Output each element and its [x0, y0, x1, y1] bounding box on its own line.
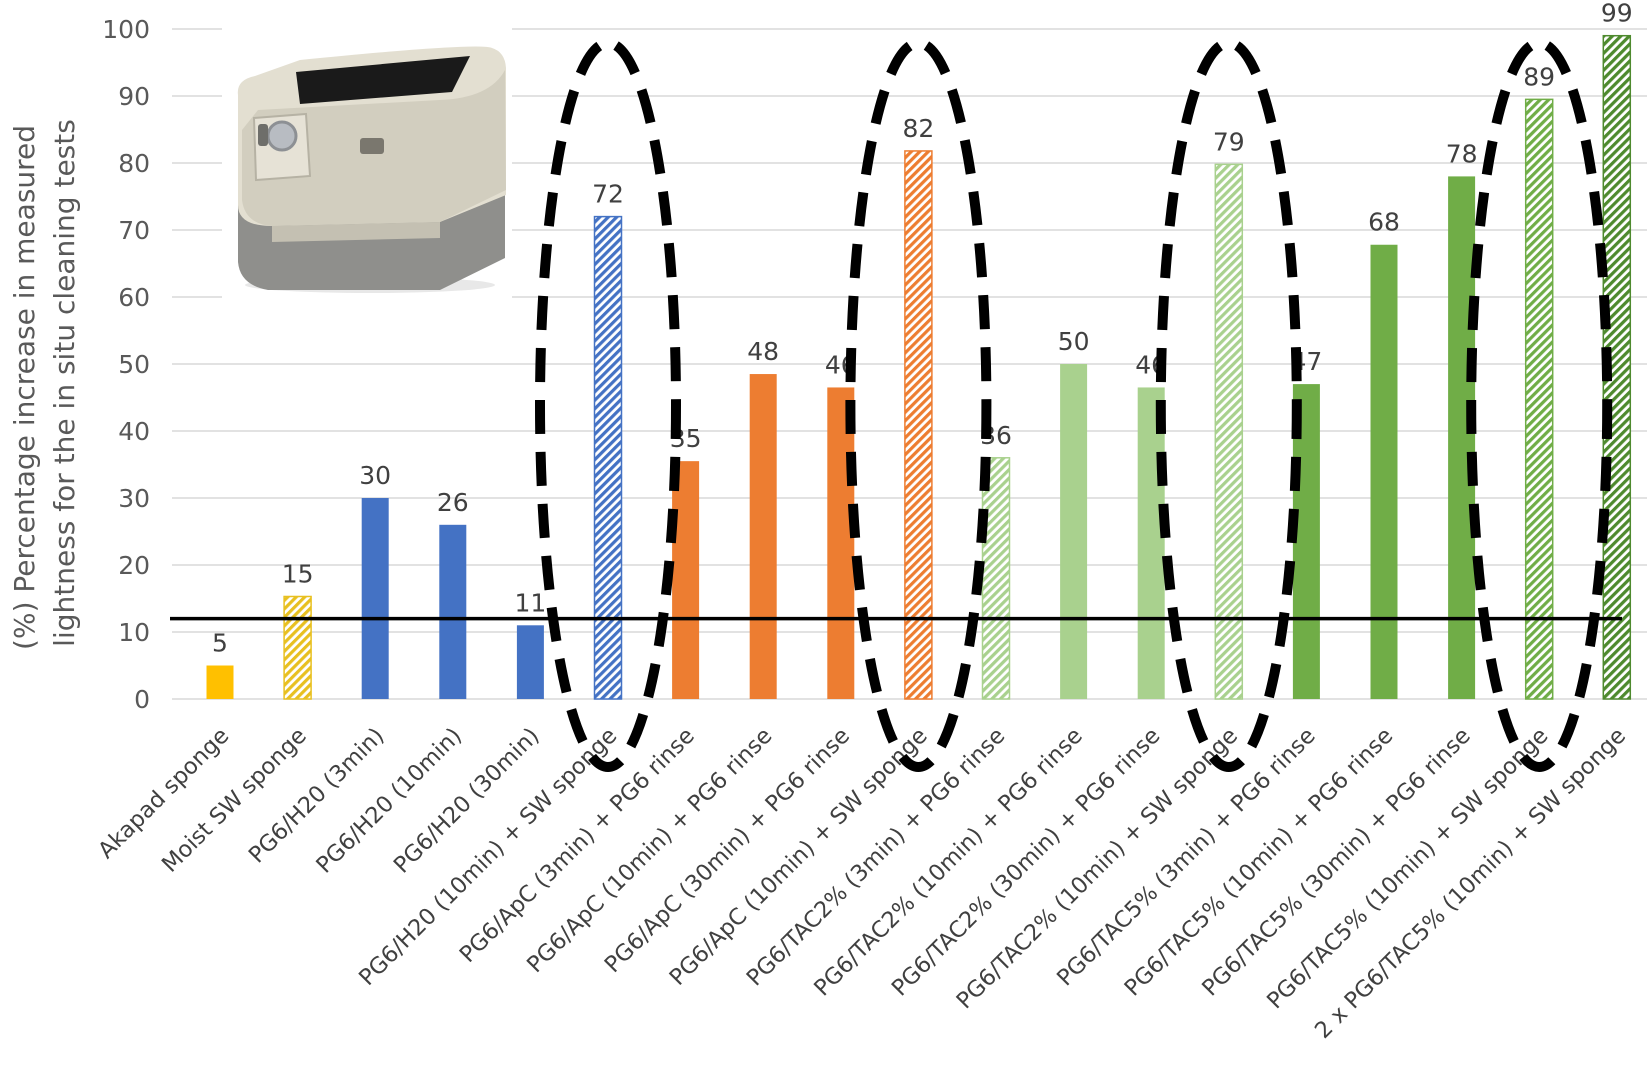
- y-tick-label: 100: [102, 15, 150, 44]
- y-axis-ticks: 0 10 20 30 40 50 60 70 80 90 100: [102, 15, 150, 714]
- x-tick-label: PG6/TAC5% (10min) + PG6 rinse: [1120, 723, 1399, 1002]
- data-label: 11: [514, 588, 546, 617]
- y-tick-label: 40: [118, 417, 150, 446]
- highlight-ellipse: [845, 38, 992, 772]
- bar: [361, 498, 389, 699]
- data-label: 68: [1368, 208, 1400, 237]
- y-tick-label: 70: [118, 216, 150, 245]
- data-label: 50: [1058, 327, 1090, 356]
- bar: [1214, 163, 1244, 700]
- bar: [1448, 176, 1476, 699]
- data-label: 72: [592, 180, 624, 209]
- colorimeter-device-image: [222, 28, 512, 300]
- highlight-ellipse: [535, 38, 681, 772]
- x-tick-label: PG6/TAC5% (10min) + SW sponge: [1262, 723, 1553, 1014]
- data-label: 78: [1446, 139, 1478, 168]
- data-label: 30: [359, 461, 391, 490]
- bar: [981, 457, 1011, 700]
- y-tick-label: 80: [118, 149, 150, 178]
- y-tick-label: 20: [118, 551, 150, 580]
- x-tick-label: PG6/TAC2% (10min) + PG6 rinse: [809, 723, 1088, 1002]
- y-axis-title-line-2: lightness for the in situ cleaning tests: [48, 119, 81, 647]
- y-tick-label: 50: [118, 350, 150, 379]
- y-tick-label: 0: [134, 685, 150, 714]
- y-tick-label: 30: [118, 484, 150, 513]
- data-label: 26: [437, 488, 469, 517]
- bar: [283, 595, 312, 700]
- bar: [593, 215, 623, 700]
- bar: [904, 150, 933, 700]
- bar: [827, 387, 855, 699]
- x-tick-label: PG6/H20 (3min): [244, 723, 390, 869]
- x-tick-label: Akapad sponge: [93, 723, 234, 864]
- data-label: 99: [1601, 0, 1633, 28]
- bar: [1524, 98, 1554, 700]
- data-label: 89: [1523, 62, 1555, 91]
- x-tick-label: PG6/H20 (10min): [311, 723, 467, 879]
- bar: [1060, 364, 1088, 699]
- bar: [439, 524, 467, 699]
- bar: [1137, 387, 1165, 699]
- y-tick-label: 90: [118, 82, 150, 111]
- x-tick-label: PG6/TAC2% (10min) + SW sponge: [952, 723, 1243, 1014]
- y-tick-label: 10: [118, 618, 150, 647]
- highlight-ellipse: [1155, 38, 1302, 772]
- bar: [206, 665, 234, 699]
- y-tick-label: 60: [118, 283, 150, 312]
- bar: [516, 625, 544, 699]
- data-label: 5: [212, 629, 228, 658]
- data-label: 82: [902, 114, 934, 143]
- data-label: 48: [747, 337, 779, 366]
- y-axis-title: (%) Percentage increase in measured ligh…: [8, 116, 81, 650]
- data-label: 79: [1213, 127, 1245, 156]
- highlight-ellipses: [535, 38, 1613, 772]
- x-tick-label: PG6/H20 (30min): [389, 723, 545, 879]
- highlight-ellipse: [1466, 38, 1613, 772]
- bars: [206, 34, 1632, 700]
- x-tick-label: Moist SW sponge: [157, 723, 312, 878]
- data-label: 15: [282, 559, 314, 588]
- bar: [749, 374, 777, 699]
- bar: [1370, 244, 1398, 700]
- bar: [672, 461, 700, 699]
- y-axis-title-line-1: (%) Percentage increase in measured: [8, 125, 41, 650]
